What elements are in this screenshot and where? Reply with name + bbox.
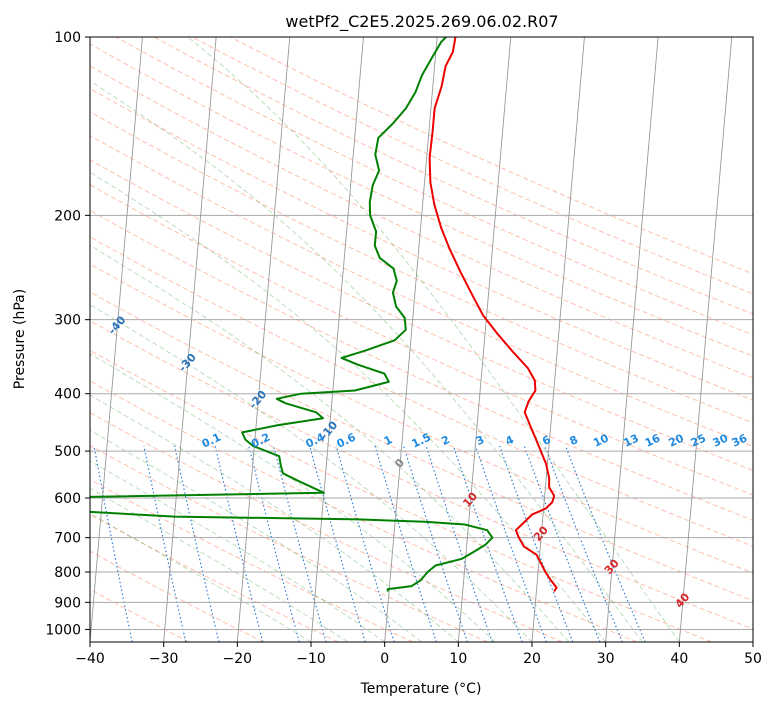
dry-adiabat — [90, 444, 488, 642]
mixing-ratio-line — [143, 445, 187, 642]
mixing-ratio-label: 30 — [711, 431, 731, 449]
dry-adiabat — [90, 209, 753, 521]
x-tick-label: 30 — [597, 651, 615, 667]
x-tick-label: −30 — [149, 651, 179, 667]
moist-adiabats — [90, 37, 680, 642]
isotherm-gridline — [236, 37, 291, 642]
x-axis: −40 −30 −20 −10 0 10 20 30 40 50 — [75, 642, 762, 667]
dry-adiabat — [90, 291, 753, 602]
dry-adiabat — [153, 37, 753, 315]
x-tick-label: 0 — [380, 651, 389, 667]
y-tick-label: 600 — [54, 491, 81, 507]
y-tick-label: 700 — [54, 531, 81, 547]
plot-area: -100-90-80-70-60-50-40-30-20-10010203040… — [90, 37, 753, 642]
dry-adiabat — [90, 550, 264, 642]
moist-adiabat — [90, 304, 533, 642]
mixing-ratio-line — [425, 445, 493, 642]
dry-adiabat — [115, 37, 753, 336]
x-tick-label: −40 — [75, 651, 105, 667]
mixing-ratio-line — [309, 445, 366, 642]
dry-adiabat — [90, 43, 753, 357]
y-axis: 100 200 300 400 500 600 700 800 900 1000 — [45, 30, 90, 638]
x-tick-label: 10 — [449, 651, 467, 667]
y-tick-label: 800 — [54, 565, 81, 581]
y-tick-label: 300 — [54, 313, 81, 329]
profile-lines — [90, 37, 558, 593]
dry-adiabat — [90, 320, 753, 630]
x-tick-label: 20 — [523, 651, 541, 667]
dewpoint-line — [90, 37, 494, 592]
temperature-line — [428, 37, 558, 593]
dry-adiabat — [90, 412, 563, 642]
mixing-ratio-line — [214, 445, 264, 642]
dry-adiabat — [90, 65, 753, 379]
isotherm-gridline — [531, 37, 585, 642]
x-axis-title: Temperature (°C) — [360, 681, 482, 697]
mixing-ratio-label: 36 — [730, 431, 750, 449]
mixing-ratio-line — [248, 445, 300, 642]
y-tick-label: 100 — [54, 30, 81, 46]
moist-adiabat — [90, 394, 459, 642]
moist-adiabat — [90, 487, 349, 642]
x-tick-label: −20 — [223, 651, 253, 667]
y-tick-label: 500 — [54, 444, 81, 460]
mixing-ratio-line — [93, 445, 133, 642]
isotherm-gridline — [310, 37, 364, 642]
mixing-ratio-line — [452, 445, 523, 642]
dry-adiabat — [90, 588, 190, 642]
moist-adiabat — [90, 244, 570, 642]
y-tick-label: 400 — [54, 387, 81, 403]
x-tick-label: −10 — [296, 651, 326, 667]
dry-adiabat — [90, 349, 712, 642]
moist-adiabat — [90, 460, 385, 642]
y-tick-label: 200 — [54, 208, 81, 224]
mixing-ratio-line — [174, 445, 220, 642]
dry-adiabat — [90, 380, 638, 642]
dry-adiabat — [90, 184, 753, 496]
isotherm-gridline — [678, 37, 733, 642]
mixing-ratio-label: 25 — [689, 432, 708, 450]
mixing-ratio-line — [402, 445, 469, 642]
moist-adiabat — [90, 429, 422, 642]
mixing-ratio-line — [374, 445, 437, 642]
chart-title: wetPf2_C2E5.2025.269.06.02.R07 — [285, 12, 558, 32]
mixing-ratio-label: 20 — [667, 431, 687, 449]
isotherm-gridline — [605, 37, 659, 642]
dry-adiabat — [191, 37, 753, 295]
isotherm-gridline — [457, 37, 512, 642]
mixing-ratio-label: 10 — [591, 431, 611, 449]
y-tick-label: 1000 — [45, 622, 81, 638]
isotherm-gridline — [90, 37, 143, 642]
x-tick-label: 40 — [670, 651, 688, 667]
moist-adiabat — [90, 80, 643, 642]
dry-adiabat — [90, 236, 753, 547]
isotherm-gridline — [163, 37, 217, 642]
y-tick-label: 900 — [54, 595, 81, 611]
moist-adiabat — [187, 37, 680, 642]
dry-adiabat — [90, 88, 753, 401]
x-tick-label: 50 — [744, 651, 762, 667]
isotherm-gridline — [384, 37, 438, 642]
y-axis-title: Pressure (hPa) — [12, 289, 28, 389]
isotherm-gridlines — [90, 37, 753, 642]
mixing-ratio-label: 13 — [622, 432, 641, 450]
moist-adiabat — [90, 171, 607, 642]
mixing-ratio-line — [474, 445, 547, 642]
plot-frame — [89, 36, 754, 643]
mixing-ratio-label: 16 — [643, 431, 663, 449]
mixing-ratio-line — [273, 445, 327, 642]
